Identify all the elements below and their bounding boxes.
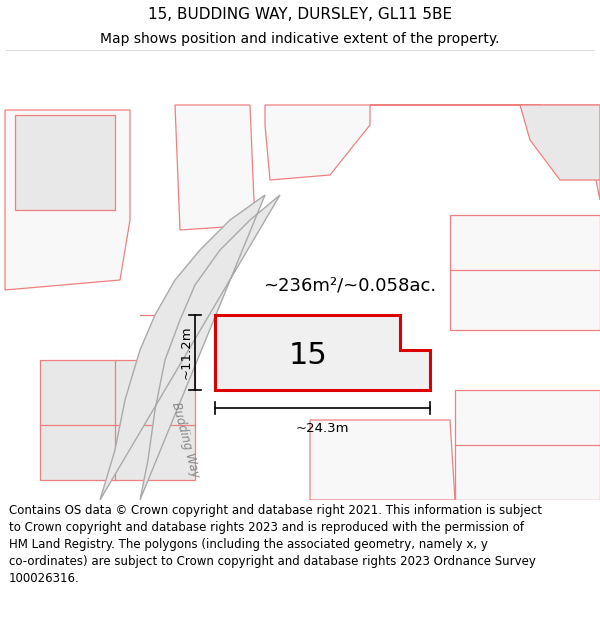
Polygon shape xyxy=(175,105,255,230)
Polygon shape xyxy=(40,360,195,480)
Text: ~11.2m: ~11.2m xyxy=(179,326,193,379)
Text: Budding Way: Budding Way xyxy=(169,401,202,479)
Polygon shape xyxy=(215,315,430,390)
Text: 15: 15 xyxy=(289,341,328,369)
Polygon shape xyxy=(455,390,600,500)
Polygon shape xyxy=(310,420,455,500)
Text: 15, BUDDING WAY, DURSLEY, GL11 5BE: 15, BUDDING WAY, DURSLEY, GL11 5BE xyxy=(148,6,452,21)
Polygon shape xyxy=(520,105,600,180)
Text: ~236m²/~0.058ac.: ~236m²/~0.058ac. xyxy=(263,276,437,294)
Polygon shape xyxy=(370,105,600,200)
Text: Map shows position and indicative extent of the property.: Map shows position and indicative extent… xyxy=(100,32,500,46)
Text: Contains OS data © Crown copyright and database right 2021. This information is : Contains OS data © Crown copyright and d… xyxy=(9,504,542,585)
Polygon shape xyxy=(450,215,600,330)
Text: ~24.3m: ~24.3m xyxy=(296,422,349,435)
Polygon shape xyxy=(100,195,280,500)
Polygon shape xyxy=(15,115,115,210)
Polygon shape xyxy=(5,110,130,290)
Polygon shape xyxy=(265,105,370,180)
